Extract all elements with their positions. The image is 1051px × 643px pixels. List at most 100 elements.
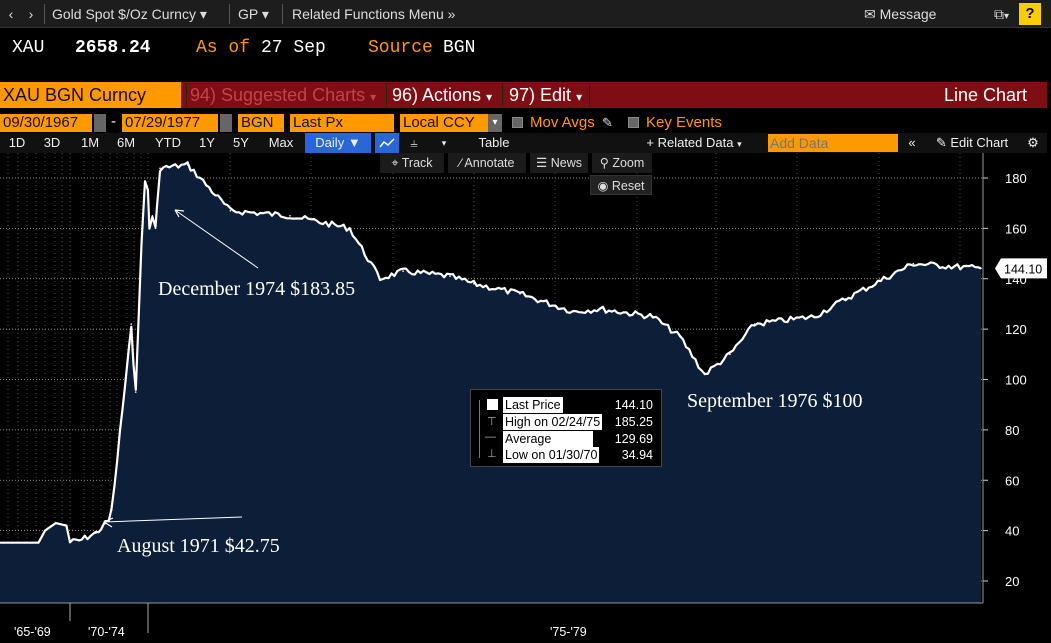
y-tick-label: 60 — [1005, 473, 1019, 488]
function-menu-label: GP — [238, 6, 258, 22]
mov-avgs-checkbox[interactable] — [512, 117, 523, 128]
back-icon[interactable]: ‹ — [8, 6, 14, 22]
source-value: BGN — [443, 38, 476, 58]
legend-tree-line — [479, 400, 485, 458]
candle-chart-icon[interactable]: ⫨ — [410, 135, 418, 150]
line-chart-icon[interactable] — [375, 133, 399, 153]
caret-down-icon: ▾ — [1004, 11, 1010, 22]
caret-down-icon[interactable]: ▾ — [488, 114, 502, 132]
function-menu[interactable]: GP ▾ — [238, 4, 269, 24]
data-point — [703, 373, 706, 376]
caret-down-icon[interactable]: ▾ — [441, 138, 447, 148]
y-tick-label: 160 — [1005, 221, 1027, 236]
y-tick-label: 120 — [1005, 322, 1027, 337]
double-chevron-left-icon[interactable]: « — [908, 135, 916, 150]
range-1y[interactable]: 1Y — [199, 135, 215, 150]
actions-number: 96) — [392, 85, 419, 105]
data-point — [156, 207, 158, 210]
caret-down-icon: ▾ — [199, 6, 207, 22]
security-menu[interactable]: Gold Spot $/Oz Curncy ▾ — [52, 4, 207, 24]
window-export-icon: ⧉ — [994, 6, 1004, 22]
data-point — [159, 167, 161, 170]
data-point — [94, 532, 97, 534]
data-point — [137, 333, 139, 335]
range-max[interactable]: Max — [268, 135, 294, 150]
data-point — [89, 534, 92, 537]
annotation-dec74[interactable]: December 1974 $183.85 — [158, 278, 356, 300]
pencil-icon[interactable]: ✎ — [602, 115, 613, 130]
edit-menu[interactable]: 97) Edit ▾ — [509, 82, 582, 108]
periodicity-select[interactable]: Daily ▼ — [305, 133, 371, 153]
help-button[interactable]: ? — [1019, 3, 1041, 25]
reset-button[interactable]: ◉ Reset — [590, 175, 652, 195]
actions-menu[interactable]: 96) Actions ▾ — [392, 82, 492, 108]
y-tick-label: 40 — [1005, 524, 1019, 539]
annotation-aug71[interactable]: August 1971 $42.75 — [117, 535, 280, 557]
legend-high-value: 185.25 — [614, 415, 653, 429]
message-button[interactable]: ✉ Message — [864, 4, 936, 24]
x-tick-label: '65-'69 — [14, 625, 51, 639]
periodicity-label: Daily — [315, 135, 345, 150]
range-6m[interactable]: 6M — [116, 135, 136, 150]
related-functions-menu[interactable]: Related Functions Menu » — [292, 4, 455, 24]
gear-icon[interactable]: ⚙ — [1027, 135, 1039, 150]
last-value-tag-text: 144.10 — [1004, 262, 1042, 276]
reset-label: Reset — [611, 179, 645, 193]
annotation-sep76[interactable]: September 1976 $100 — [687, 390, 863, 412]
date-range-dash: - — [111, 113, 116, 130]
range-1d[interactable]: 1D — [8, 135, 26, 150]
plus-icon: + — [646, 135, 654, 150]
currency-field[interactable]: Local CCY — [400, 114, 488, 132]
legend-swatch — [487, 399, 498, 410]
x-tick-label: '75-'79 — [550, 625, 587, 639]
track-tool[interactable]: ⌖ Track — [380, 153, 444, 173]
data-point — [912, 262, 915, 265]
top-navigation-bar: ‹ › Gold Spot $/Oz Curncy ▾ GP ▾ Related… — [0, 0, 1051, 28]
double-chevron-down-icon: » — [447, 6, 456, 22]
news-tool[interactable]: ☰ News — [530, 153, 588, 173]
range-3d[interactable]: 3D — [43, 135, 61, 150]
menu-divider — [502, 84, 503, 106]
price-chart[interactable]: 20406080100120140160180144.10'65-'69'70-… — [0, 153, 1051, 643]
data-point — [148, 227, 151, 230]
security-field[interactable]: XAU BGN Curncy — [0, 82, 181, 108]
crosshair-icon: ⌖ — [391, 156, 399, 170]
end-date-field[interactable]: 07/29/1977 — [122, 114, 218, 132]
message-label: Message — [879, 6, 937, 22]
window-menu[interactable]: ⧉▾ — [994, 4, 1009, 24]
start-date-field[interactable]: 09/30/1967 — [0, 114, 92, 132]
track-label: Track — [401, 156, 433, 170]
data-point — [123, 391, 126, 393]
range-5y[interactable]: 5Y — [233, 135, 249, 150]
source-field[interactable]: BGN — [238, 114, 284, 132]
forward-icon[interactable]: › — [28, 6, 34, 22]
caret-down-icon: ▼ — [347, 135, 361, 150]
data-point — [186, 163, 189, 166]
menu-divider — [589, 84, 590, 106]
calendar-icon[interactable] — [94, 114, 106, 132]
range-ytd[interactable]: YTD — [155, 135, 181, 150]
caret-down-icon: ▾ — [261, 6, 269, 22]
chart-type-label[interactable]: Line Chart — [944, 85, 1028, 105]
annotate-tool[interactable]: ∕ Annotate — [448, 153, 526, 173]
data-point — [679, 335, 681, 338]
key-events-checkbox[interactable] — [628, 117, 639, 128]
data-point — [402, 270, 404, 272]
zoom-tool[interactable]: ⚲ Zoom — [592, 153, 652, 173]
related-data-button[interactable]: + Related Data ▾ — [634, 133, 754, 153]
annotate-label: Annotate — [464, 156, 515, 170]
annotate-icon: ∕ — [459, 156, 462, 170]
zoom-icon: ⚲ — [599, 156, 609, 170]
table-button[interactable]: Table — [478, 135, 510, 150]
price-field[interactable]: Last Px — [290, 114, 394, 132]
data-point — [110, 509, 113, 512]
suggested-charts-menu[interactable]: 94) Suggested Charts ▾ — [190, 82, 376, 108]
data-point — [813, 315, 816, 318]
range-1m[interactable]: 1M — [80, 135, 100, 150]
add-data-input[interactable] — [768, 134, 898, 152]
related-data-label: Related Data — [657, 135, 734, 150]
pencil-icon: ✎ — [935, 135, 947, 150]
calendar-icon[interactable] — [220, 114, 232, 132]
y-tick-label: 100 — [1005, 373, 1027, 388]
edit-chart-button[interactable]: ✎ Edit Chart — [926, 133, 1018, 153]
